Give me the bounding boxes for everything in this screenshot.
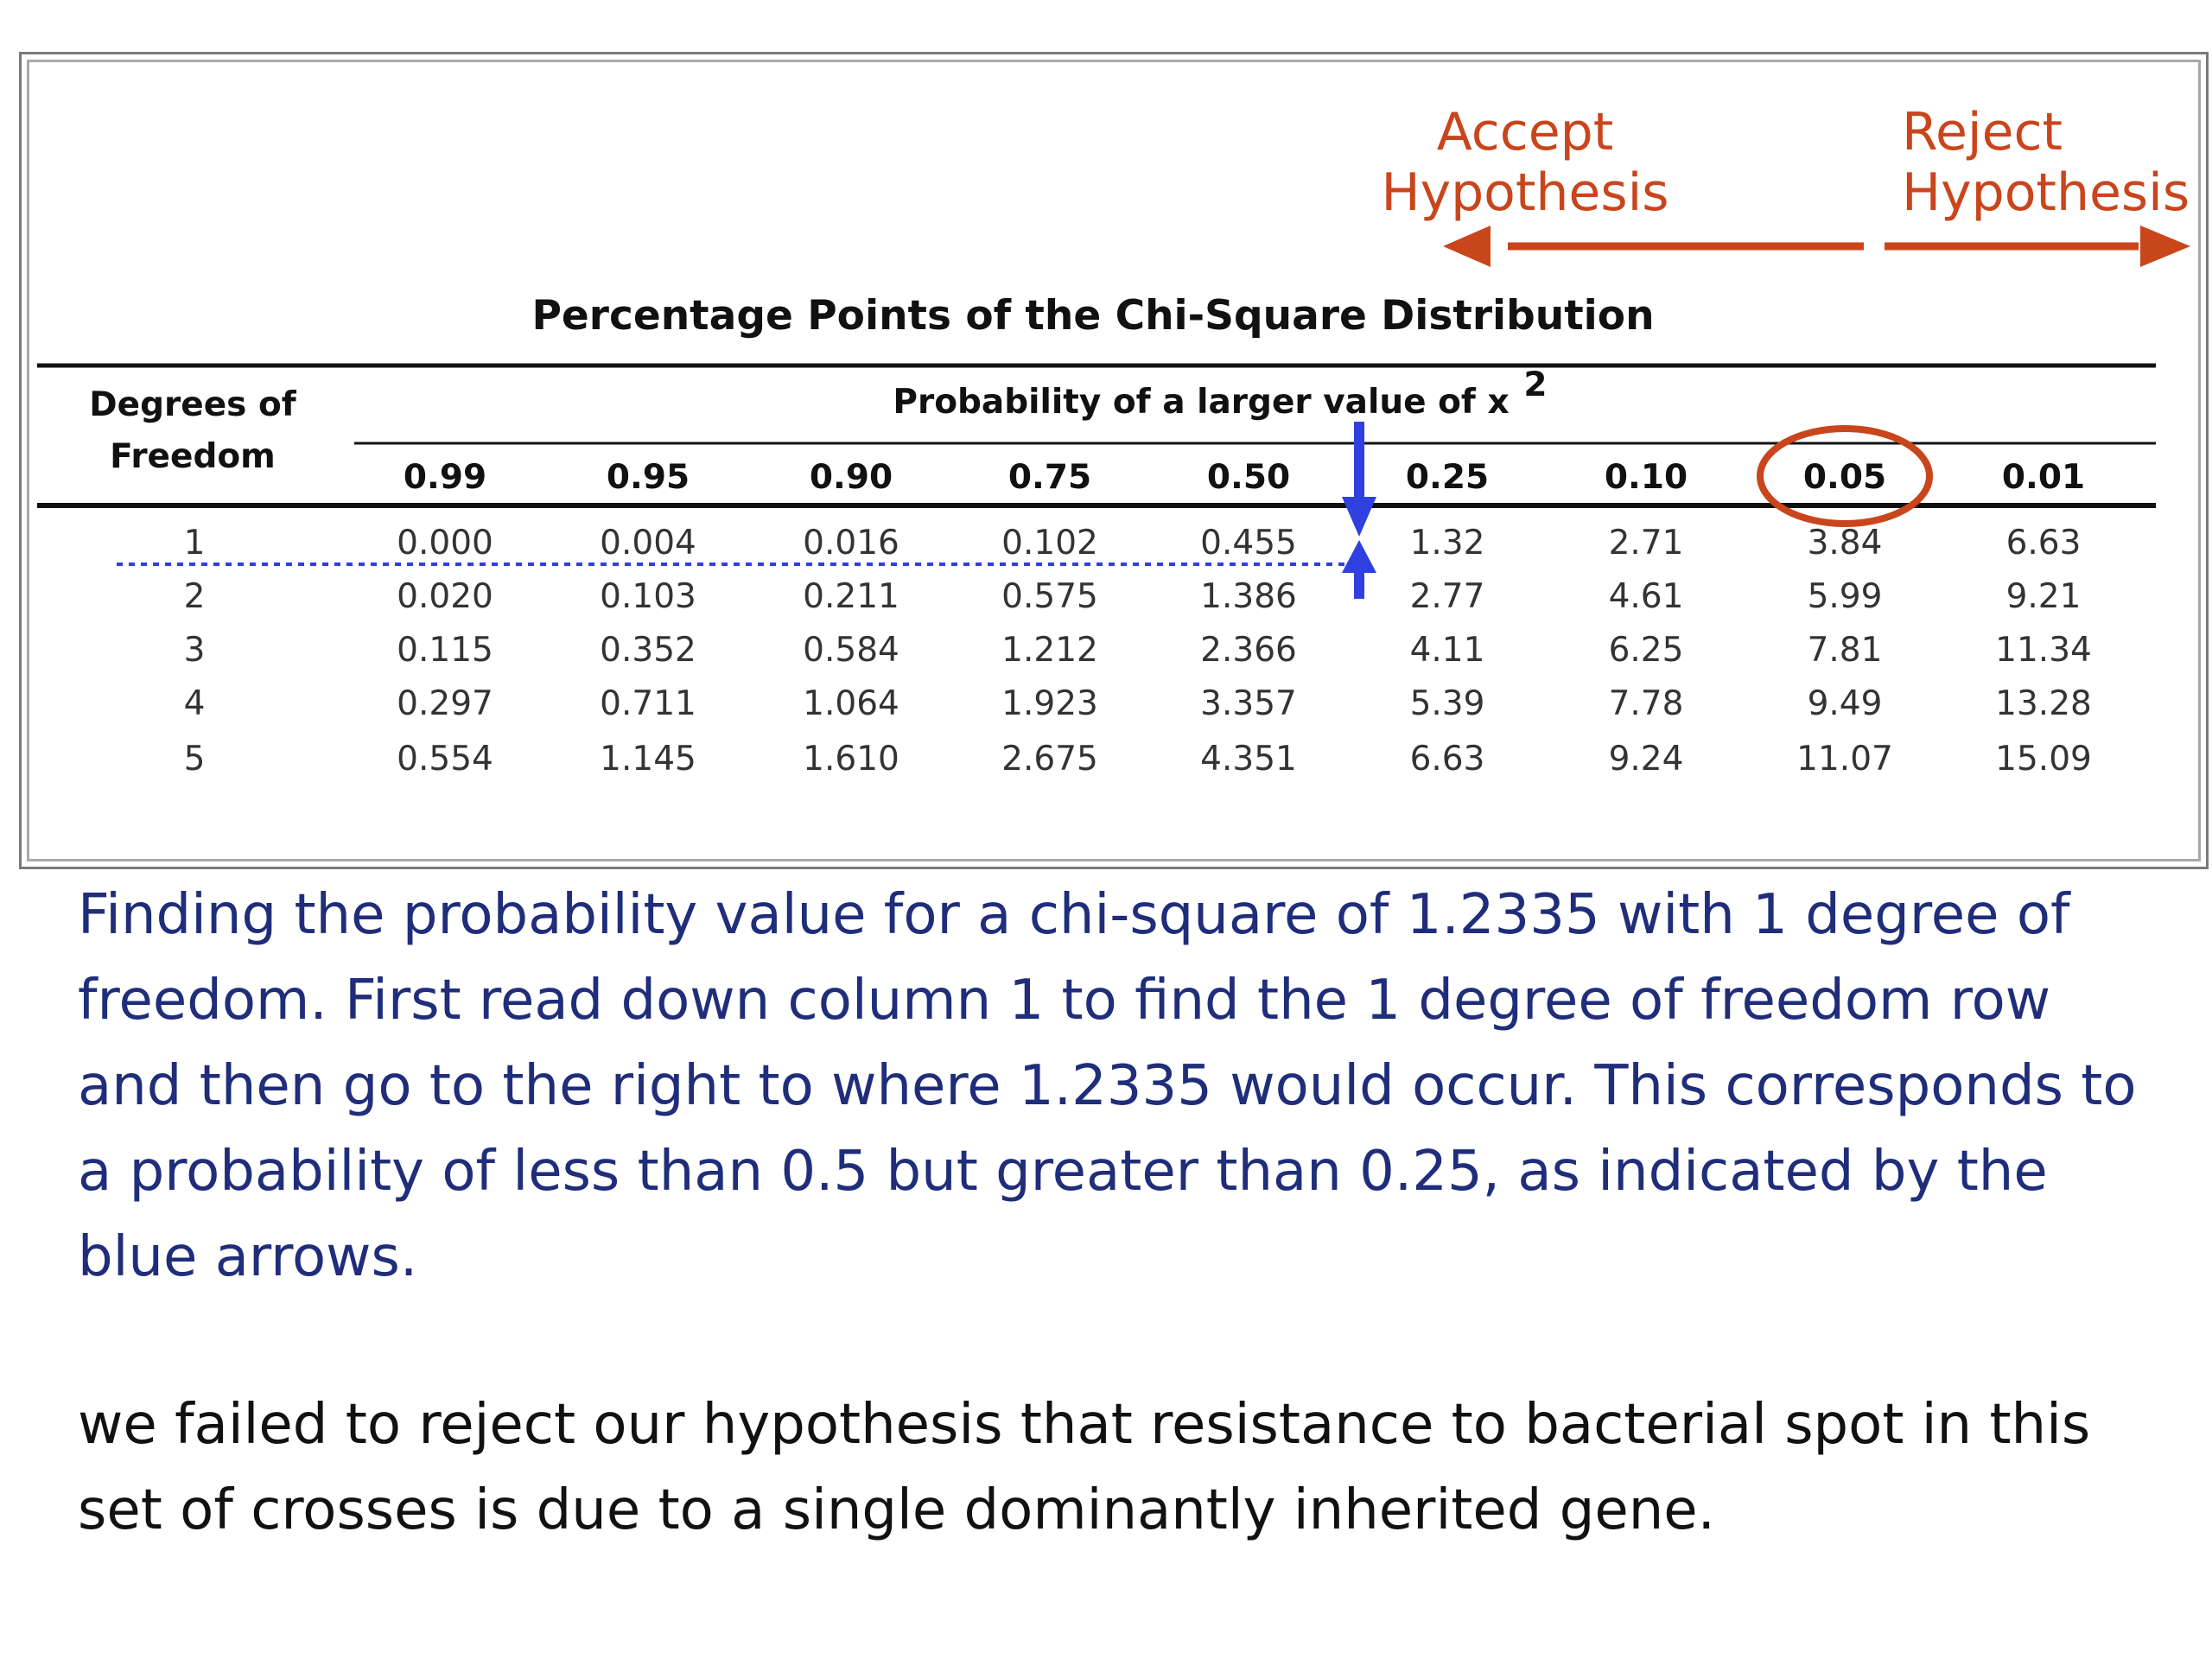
table-row: 5 0.554 1.145 1.610 2.675 4.351 6.63 9.24 11.07 1… xyxy=(184,740,2092,779)
table-cell: 0.102 xyxy=(1001,524,1098,563)
table-cell: 0.711 xyxy=(600,684,696,723)
column-header: 0.90 xyxy=(810,458,893,497)
reject-arrow-right-icon xyxy=(2140,226,2190,267)
probability-header-superscript: 2 xyxy=(1523,365,1547,404)
table-cell: 1.064 xyxy=(803,684,899,723)
column-header: 0.95 xyxy=(607,458,690,497)
table-cell: 0.115 xyxy=(397,631,493,670)
column-header: 0.50 xyxy=(1207,458,1290,497)
table-cell: 5.39 xyxy=(1410,684,1485,723)
table-row: 4 0.297 0.711 1.064 1.923 3.357 5.39 7.78 9.49 13… xyxy=(184,684,2092,723)
table-cell: 6.63 xyxy=(1410,740,1485,779)
explanation-caption: Finding the probability value for a chi-… xyxy=(78,883,2137,1289)
table-cell: 2.675 xyxy=(1001,740,1098,779)
table-cell: 6.63 xyxy=(2006,524,2082,563)
degrees-of-freedom-cell: 1 xyxy=(184,524,206,563)
table-cell: 2.77 xyxy=(1410,577,1485,616)
table-cell: 0.103 xyxy=(600,577,696,616)
probability-header: Probability of a larger value of x xyxy=(893,383,1509,422)
table-row: 1 0.000 0.004 0.016 0.102 0.455 1.32 2.71 3.84 6.… xyxy=(184,524,2082,563)
arrow-down-icon xyxy=(1342,497,1376,537)
reject-hypothesis-annotation: Reject Hypothesis xyxy=(1885,102,2190,267)
accept-label-line1: Accept xyxy=(1437,102,1614,162)
table-cell: 9.49 xyxy=(1808,684,1883,723)
table-cell: 0.584 xyxy=(803,631,899,670)
table-cell: 0.020 xyxy=(397,577,493,616)
table-cell: 1.32 xyxy=(1410,524,1485,563)
table-cell: 6.25 xyxy=(1609,631,1684,670)
chi-square-table-svg: Accept Hypothesis Reject Hypothesis Perc… xyxy=(37,102,2190,779)
degrees-of-freedom-cell: 2 xyxy=(184,577,206,616)
table-cell: 1.212 xyxy=(1001,631,1098,670)
table-cell: 0.455 xyxy=(1200,524,1297,563)
degrees-of-freedom-header-line1: Degrees of xyxy=(89,385,296,424)
table-cell: 0.297 xyxy=(397,684,493,723)
table-cell: 0.016 xyxy=(803,524,899,563)
accept-arrow-left-icon xyxy=(1443,226,1491,267)
column-header: 0.99 xyxy=(404,458,486,497)
table-body: 1 0.000 0.004 0.016 0.102 0.455 1.32 2.71 3.84 6.… xyxy=(184,524,2092,779)
table-cell: 5.99 xyxy=(1808,577,1883,616)
reject-label-line2: Hypothesis xyxy=(1902,162,2190,223)
conclusion-text: we failed to reject our hypothesis that … xyxy=(78,1393,2091,1542)
table-cell: 3.84 xyxy=(1808,524,1883,563)
degrees-of-freedom-cell: 3 xyxy=(184,631,206,670)
table-cell: 0.000 xyxy=(397,524,493,563)
table-cell: 9.24 xyxy=(1609,740,1684,779)
table-cell: 11.34 xyxy=(1995,631,2092,670)
accept-label-line2: Hypothesis xyxy=(1381,162,1669,223)
table-row: 3 0.115 0.352 0.584 1.212 2.366 4.11 6.25 7.81 11… xyxy=(184,631,2092,670)
table-cell: 0.554 xyxy=(397,740,493,779)
column-header: 0.01 xyxy=(2002,458,2085,497)
table-cell: 0.211 xyxy=(803,577,899,616)
table-cell: 4.61 xyxy=(1609,577,1684,616)
table-cell: 15.09 xyxy=(1995,740,2092,779)
table-cell: 1.145 xyxy=(600,740,696,779)
reject-label-line1: Reject xyxy=(1902,102,2063,162)
column-header: 0.25 xyxy=(1406,458,1489,497)
table-cell: 7.81 xyxy=(1808,631,1883,670)
accept-hypothesis-annotation: Accept Hypothesis xyxy=(1381,102,1864,267)
table-cell: 13.28 xyxy=(1995,684,2092,723)
table-row: 2 0.020 0.103 0.211 0.575 1.386 2.77 4.61 5.99 9.… xyxy=(184,577,2082,616)
table-cell: 0.004 xyxy=(600,524,696,563)
chi-square-table-figure: Accept Hypothesis Reject Hypothesis Perc… xyxy=(19,52,2209,869)
column-header: 0.75 xyxy=(1008,458,1091,497)
table-cell: 1.610 xyxy=(803,740,899,779)
degrees-of-freedom-header-line2: Freedom xyxy=(110,437,276,476)
table-cell: 7.78 xyxy=(1609,684,1684,723)
table-cell: 2.71 xyxy=(1609,524,1684,563)
table-cell: 0.352 xyxy=(600,631,696,670)
table-cell: 0.575 xyxy=(1001,577,1098,616)
blue-down-arrow xyxy=(1342,422,1376,537)
table-title: Percentage Points of the Chi-Square Dist… xyxy=(531,292,1654,340)
degrees-of-freedom-cell: 4 xyxy=(184,684,206,723)
table-cell: 3.357 xyxy=(1200,684,1297,723)
column-header: 0.05 xyxy=(1803,458,1886,497)
blue-up-arrow xyxy=(1342,540,1376,599)
arrow-up-icon xyxy=(1342,540,1376,573)
table-cell: 1.386 xyxy=(1200,577,1297,616)
circled-column-highlight xyxy=(1757,425,1933,527)
table-cell: 4.351 xyxy=(1200,740,1297,779)
table-cell: 2.366 xyxy=(1200,631,1297,670)
table-cell: 4.11 xyxy=(1410,631,1485,670)
column-header: 0.10 xyxy=(1605,458,1688,497)
probability-column-headers: 0.99 0.95 0.90 0.75 0.50 0.25 0.10 0.05 … xyxy=(404,458,2085,497)
table-cell: 11.07 xyxy=(1796,740,1893,779)
table-cell: 1.923 xyxy=(1001,684,1098,723)
table-cell: 9.21 xyxy=(2006,577,2082,616)
degrees-of-freedom-cell: 5 xyxy=(184,740,206,779)
